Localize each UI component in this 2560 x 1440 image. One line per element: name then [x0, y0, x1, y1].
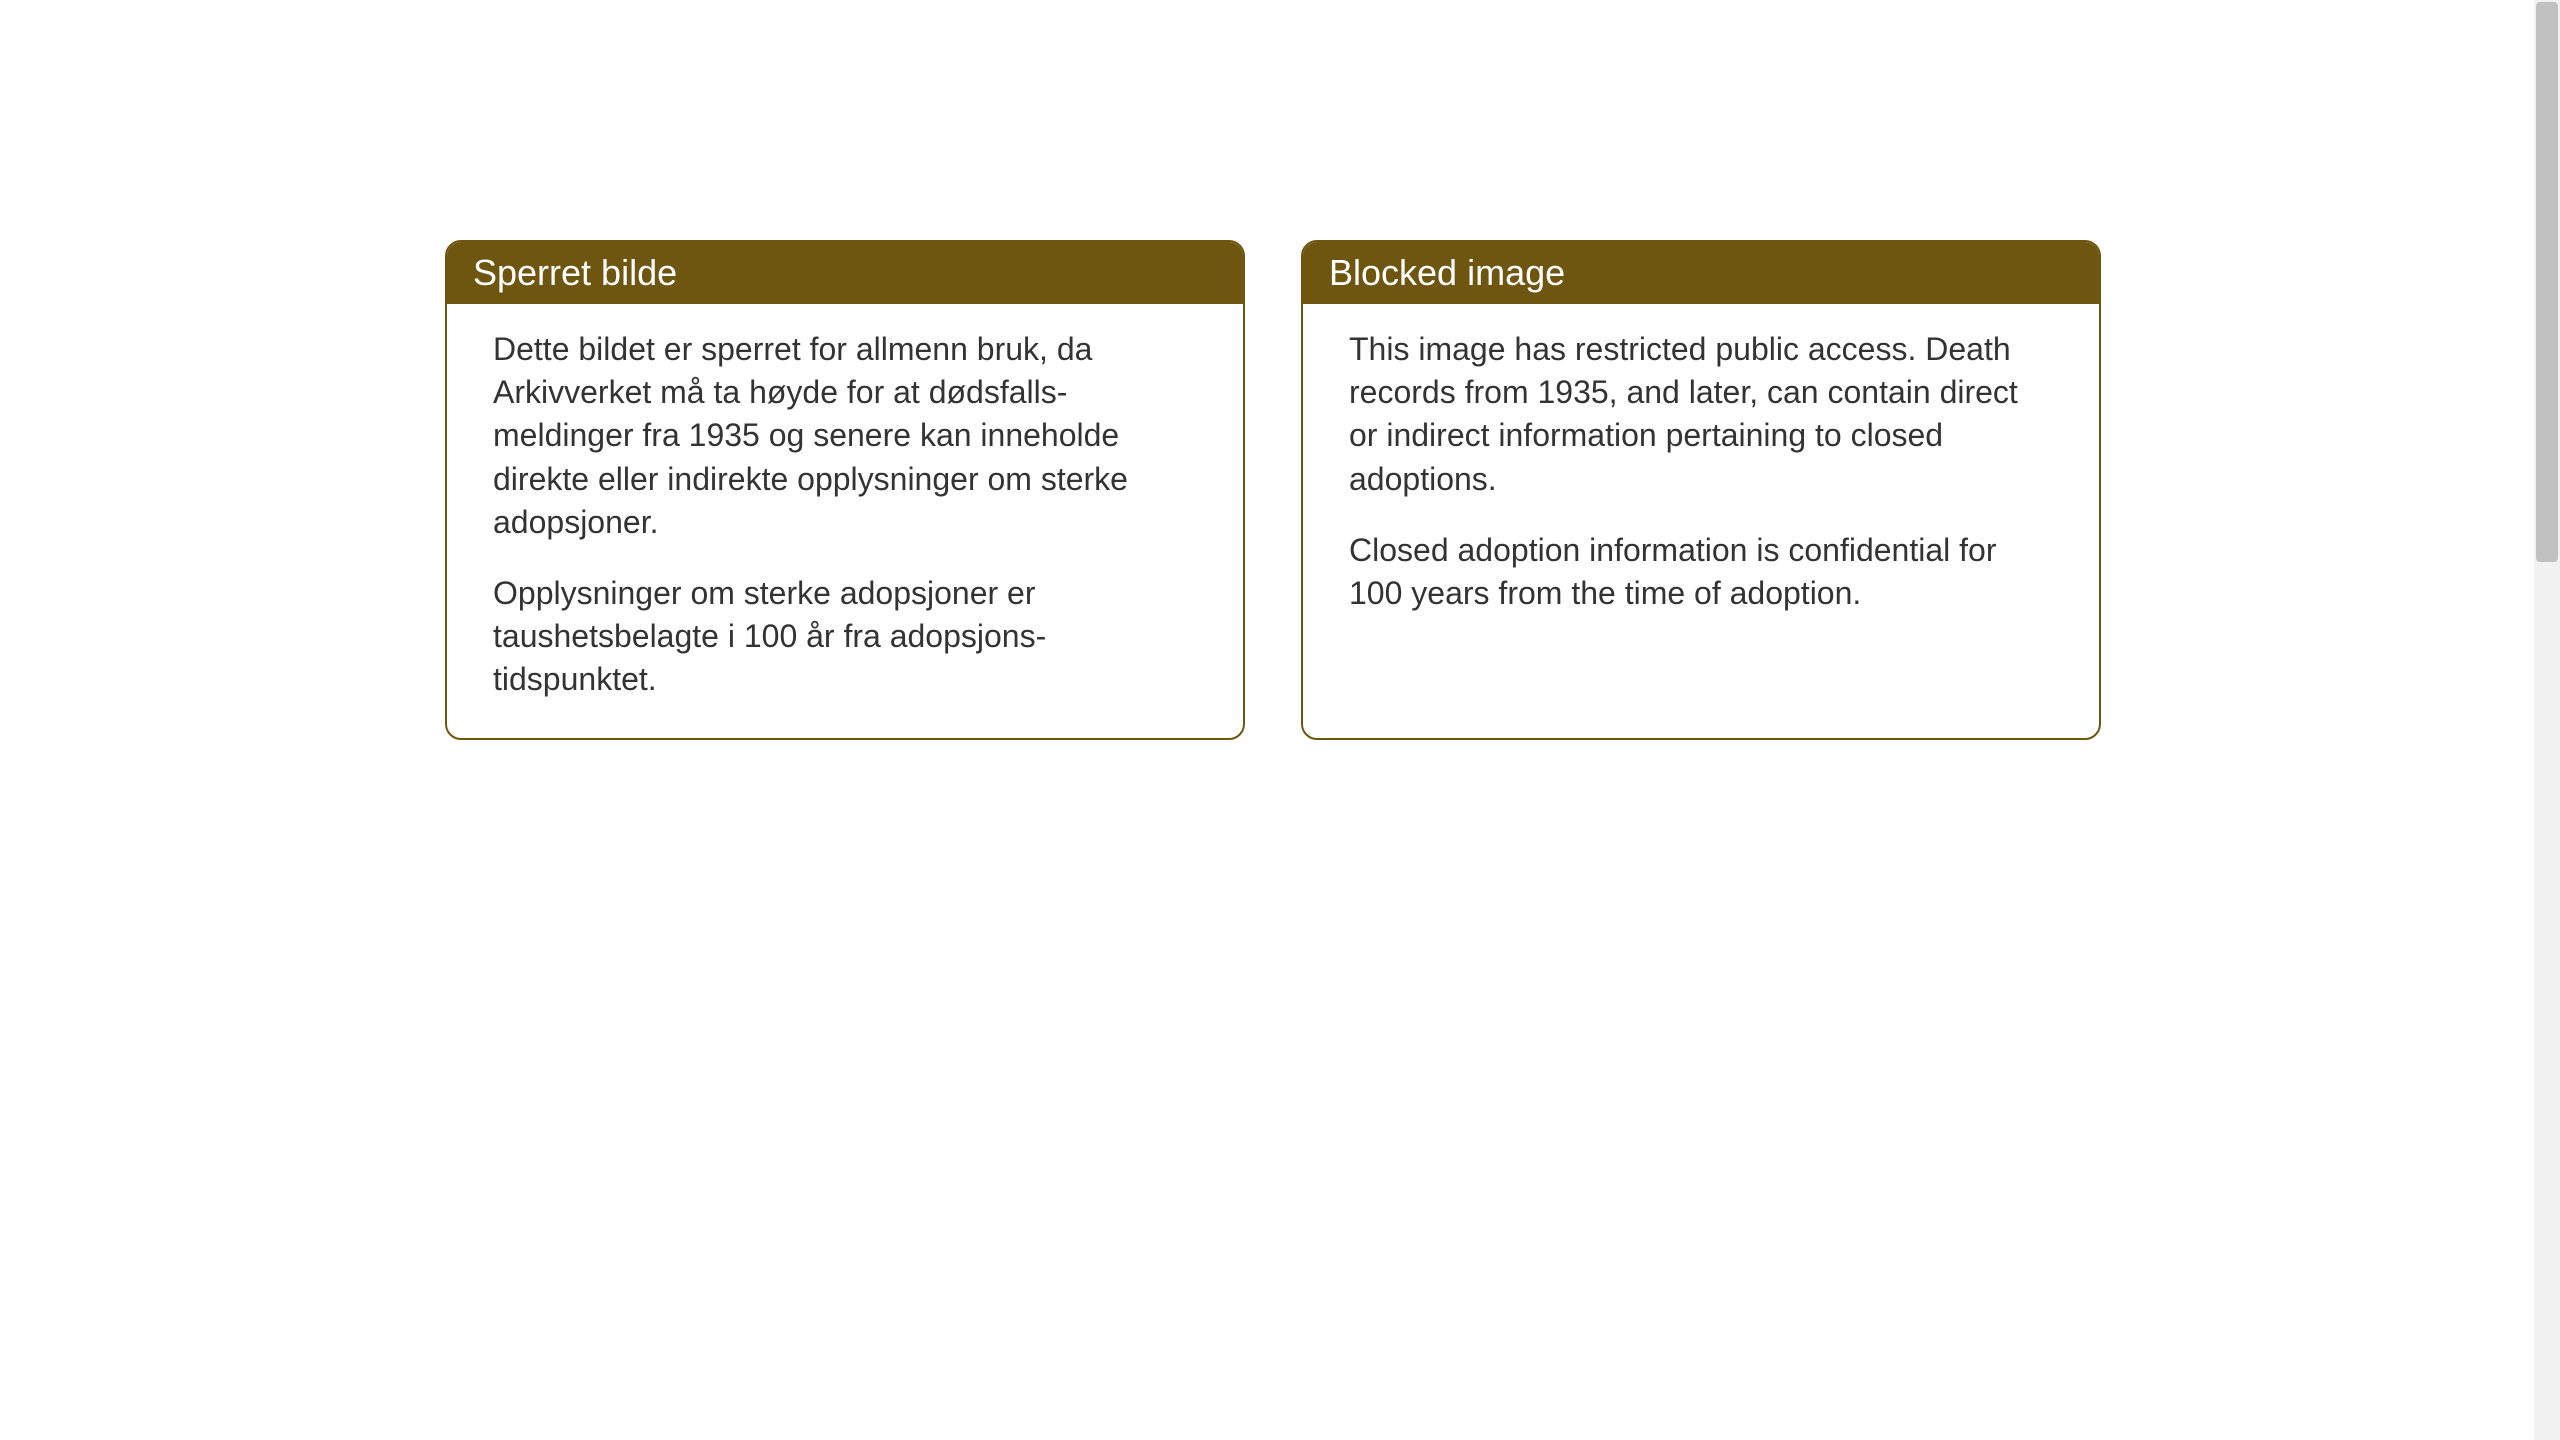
notice-container: Sperret bilde Dette bildet er sperret fo… [445, 240, 2101, 740]
notice-card-english: Blocked image This image has restricted … [1301, 240, 2101, 740]
card-title-norwegian: Sperret bilde [473, 252, 677, 293]
card-paragraph2-english: Closed adoption information is confident… [1349, 529, 2053, 615]
card-body-english: This image has restricted public access.… [1303, 304, 2099, 651]
card-paragraph2-norwegian: Opplysninger om sterke adopsjoner er tau… [493, 572, 1197, 702]
card-header-norwegian: Sperret bilde [447, 242, 1243, 304]
card-paragraph1-norwegian: Dette bildet er sperret for allmenn bruk… [493, 328, 1197, 544]
card-header-english: Blocked image [1303, 242, 2099, 304]
card-body-norwegian: Dette bildet er sperret for allmenn bruk… [447, 304, 1243, 738]
notice-card-norwegian: Sperret bilde Dette bildet er sperret fo… [445, 240, 1245, 740]
card-title-english: Blocked image [1329, 252, 1565, 293]
card-paragraph1-english: This image has restricted public access.… [1349, 328, 2053, 501]
scrollbar-thumb[interactable] [2536, 2, 2558, 562]
scrollbar-track[interactable] [2534, 0, 2560, 1440]
